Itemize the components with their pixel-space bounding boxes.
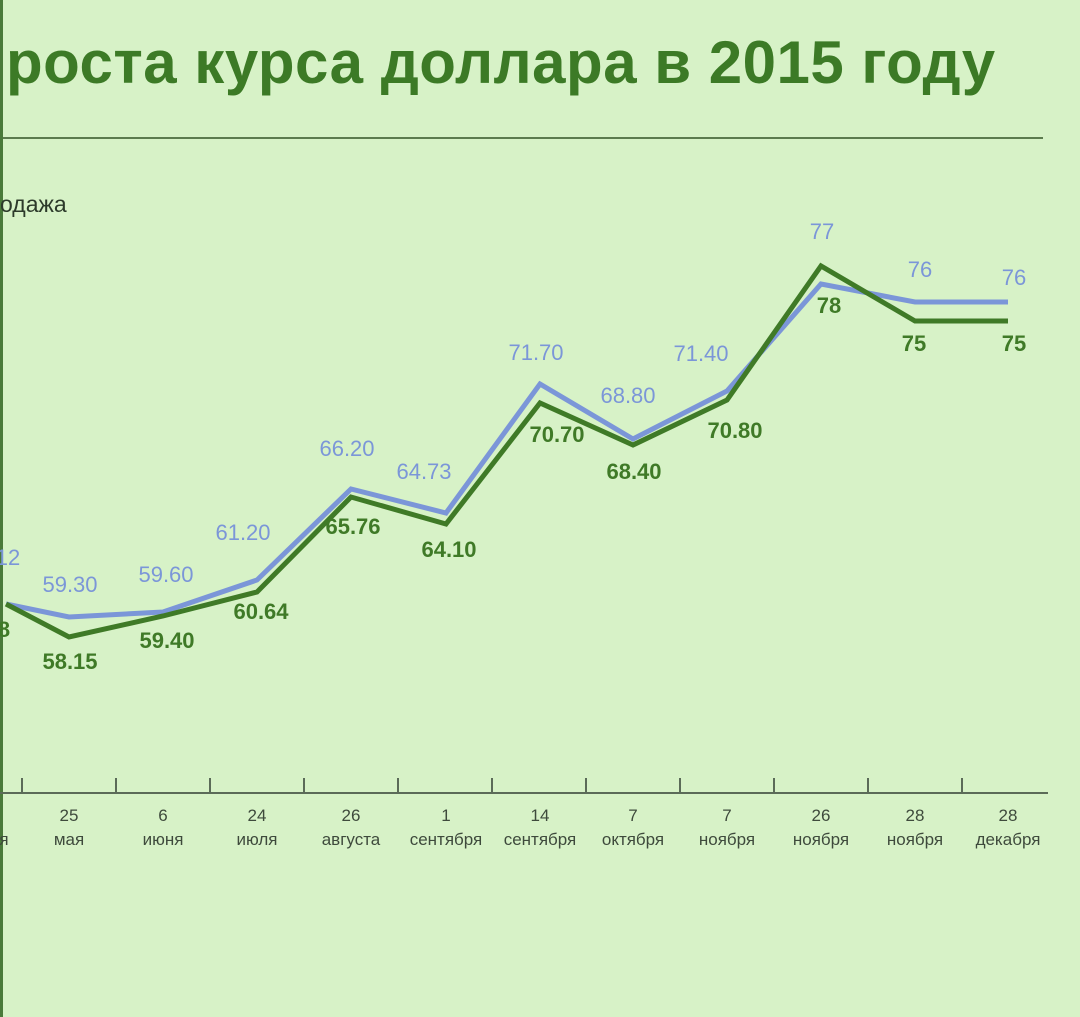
x-tick-label-month-8: ноября: [699, 830, 755, 849]
blue-data-label-2: 59.60: [138, 562, 193, 587]
green-data-label-5: 64.10: [421, 537, 476, 562]
blue-data-label-6: 71.70: [508, 340, 563, 365]
x-tick-label-day-3: 24: [248, 806, 267, 825]
x-tick-label-month-10: ноября: [887, 830, 943, 849]
green-data-label-3: 60.64: [233, 599, 289, 624]
green-data-label-10: 75: [902, 331, 926, 356]
blue-data-label-10: 76: [908, 257, 932, 282]
x-tick-label-month-0: я: [0, 830, 9, 849]
green-data-label-9: 78: [817, 293, 841, 318]
blue-data-label-8: 71.40: [673, 341, 728, 366]
blue-data-label-9: 77: [810, 219, 834, 244]
blue-data-label-7: 68.80: [600, 383, 655, 408]
x-tick-label-day-8: 7: [722, 806, 731, 825]
x-tick-label-day-9: 26: [812, 806, 831, 825]
blue-series-line: [5, 281, 1008, 620]
x-tick-label-month-2: июня: [143, 830, 184, 849]
x-tick-label-month-7: октября: [602, 830, 664, 849]
x-tick-label-month-6: сентября: [504, 830, 577, 849]
x-tick-label-day-7: 7: [628, 806, 637, 825]
x-tick-label-month-4: августа: [322, 830, 381, 849]
green-data-label-11: 75: [1002, 331, 1026, 356]
x-tick-label-day-6: 14: [531, 806, 550, 825]
x-tick-label-month-11: декабря: [976, 830, 1041, 849]
left-edge-line: [0, 0, 3, 1017]
x-tick-label-day-1: 25: [60, 806, 79, 825]
x-tick-label-month-5: сентября: [410, 830, 483, 849]
x-tick-label-month-9: ноября: [793, 830, 849, 849]
green-data-label-7: 68.40: [606, 459, 661, 484]
blue-data-label-1: 59.30: [42, 572, 97, 597]
blue-data-label-3: 61.20: [215, 520, 270, 545]
green-data-label-1: 58.15: [42, 649, 97, 674]
legend-label: одажа: [0, 191, 67, 217]
x-tick-label-day-10: 28: [906, 806, 925, 825]
blue-data-label-11: 76: [1002, 265, 1026, 290]
x-tick-label-month-1: мая: [54, 830, 84, 849]
green-data-label-6: 70.70: [529, 422, 584, 447]
blue-data-label-0: 12: [0, 545, 20, 570]
x-tick-label-day-5: 1: [441, 806, 450, 825]
x-tick-label-day-4: 26: [342, 806, 361, 825]
blue-data-label-4: 66.20: [319, 436, 374, 461]
green-data-label-8: 70.80: [707, 418, 762, 443]
green-data-label-2: 59.40: [139, 628, 194, 653]
green-series-line: [4, 262, 1008, 640]
page-title: роста курса доллара в 2015 году: [6, 29, 996, 96]
x-tick-label-day-11: 28: [999, 806, 1018, 825]
x-tick-label-month-3: июля: [237, 830, 278, 849]
x-tick-label-day-2: 6: [158, 806, 167, 825]
green-data-label-4: 65.76: [325, 514, 380, 539]
blue-data-label-5: 64.73: [396, 459, 451, 484]
green-data-label-0: 8: [0, 617, 10, 642]
title-divider: [0, 137, 1043, 139]
